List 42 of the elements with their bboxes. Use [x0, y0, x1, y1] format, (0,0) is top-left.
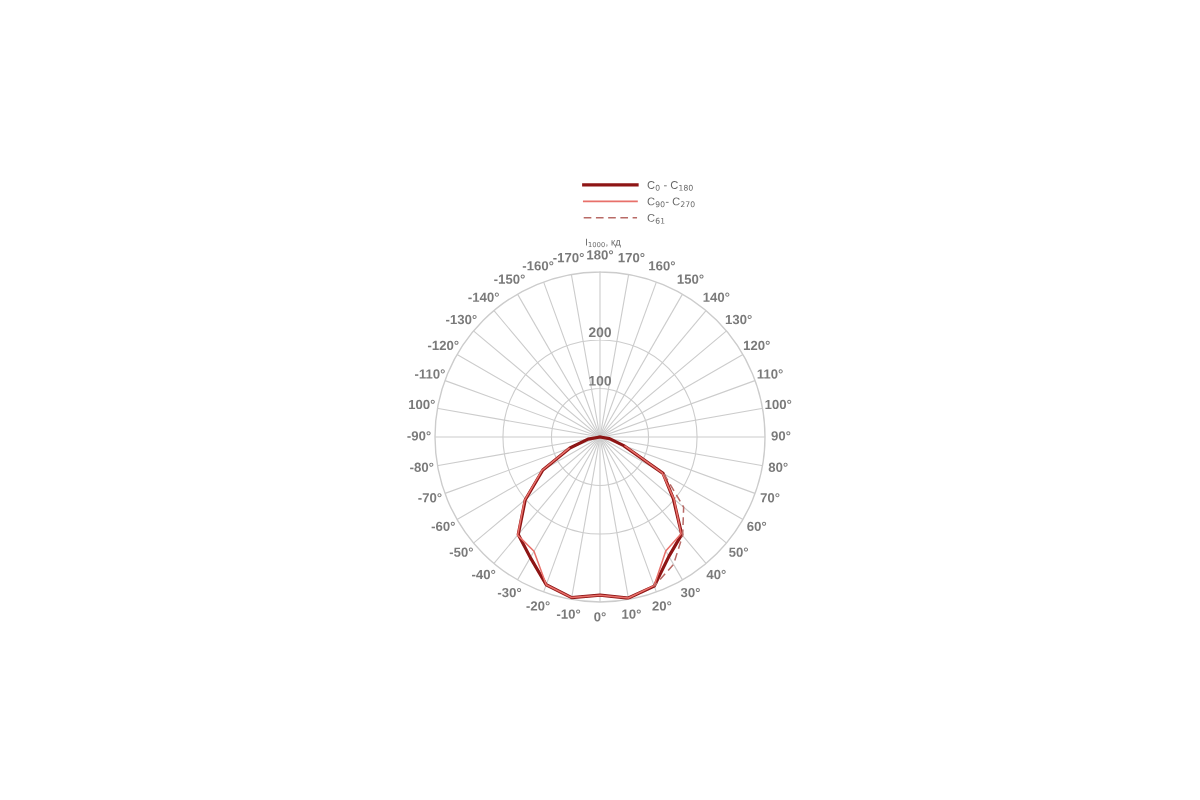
spoke-label: 0° — [594, 612, 606, 622]
spoke-label: -80° — [410, 462, 434, 472]
spoke-label: 10° — [622, 609, 641, 619]
legend-label: C$_{61}$ — [647, 213, 665, 224]
spoke-label: -10° — [556, 609, 581, 619]
spoke-label: 90° — [771, 431, 791, 441]
spoke-label: -70° — [418, 493, 442, 503]
spoke-label: -130° — [446, 314, 477, 325]
spoke-label: 160° — [649, 261, 675, 271]
spoke-label: -150° — [494, 274, 525, 284]
spoke-label: -140° — [468, 292, 499, 302]
y-tick-label: 200 — [588, 327, 612, 338]
spoke-label: 170° — [618, 252, 645, 263]
spoke-label: 180° — [587, 250, 614, 260]
spoke-label: 100° — [408, 399, 435, 410]
spoke-label: -110° — [414, 369, 445, 379]
spoke-label: -90° — [407, 431, 431, 441]
spoke-label: 120° — [743, 340, 770, 351]
spoke-label: 130° — [725, 314, 752, 325]
spoke-label: -40° — [472, 569, 496, 580]
spoke-label: 150° — [677, 274, 704, 284]
spoke-label: 60° — [747, 521, 767, 532]
spoke-label: -50° — [449, 547, 473, 557]
spoke-label: 70° — [760, 493, 780, 503]
legend-label: C$_{90}$- C$_{270}$ — [647, 197, 695, 208]
spoke-label: 50° — [729, 547, 749, 557]
spoke-label: 20° — [652, 601, 672, 611]
spoke-label: -20° — [526, 601, 550, 611]
spoke-label: 30° — [680, 587, 700, 598]
spoke-label: 100° — [765, 399, 792, 410]
spoke-label: 80° — [768, 462, 788, 472]
spoke-label: 40° — [706, 569, 726, 580]
spoke-label: -60° — [431, 521, 455, 532]
spoke-label: -30° — [497, 587, 522, 598]
spoke-label: 140° — [703, 292, 730, 302]
spoke-label: -170° — [553, 252, 584, 263]
spoke-label: -120° — [427, 340, 459, 351]
spoke-label: 110° — [757, 369, 783, 379]
text: I$_{1000}$, кд — [586, 238, 621, 248]
legend-label: C$_{0}$ - C$_{180}$ — [647, 181, 693, 191]
y-tick-label: 100 — [589, 375, 612, 386]
spoke-label: -160° — [522, 261, 554, 271]
